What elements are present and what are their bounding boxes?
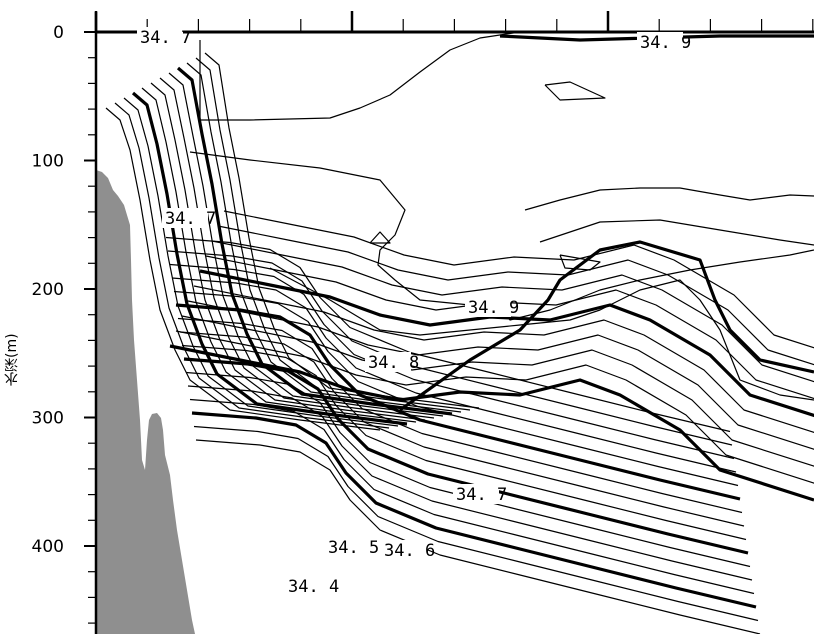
- contour-line: [123, 97, 399, 427]
- contour-label-bg: [285, 576, 331, 596]
- contour-line: [191, 411, 757, 609]
- contour-line: [181, 315, 814, 467]
- y-tick-label: 100: [32, 152, 64, 172]
- contour-line: [187, 385, 753, 581]
- contour-line: [189, 398, 755, 595]
- y-tick-label: 400: [32, 537, 64, 557]
- contour-line: [131, 91, 408, 426]
- y-axis-label: 水深(m): [4, 333, 20, 387]
- contour-line: [168, 72, 444, 417]
- contour-line: [169, 263, 735, 460]
- contour-label: 34. 7: [140, 28, 191, 48]
- contour-line: [189, 151, 493, 306]
- contour-line: [150, 82, 426, 421]
- contour-line: [159, 77, 435, 419]
- y-tick-label: 0: [53, 23, 64, 43]
- contour-line: [171, 277, 737, 473]
- contour-label: 34. 9: [640, 33, 691, 53]
- contour-line: [185, 371, 751, 568]
- contour-label: 34. 5: [328, 538, 379, 558]
- contour-label-bg: [381, 540, 427, 560]
- contour-line: [539, 219, 814, 246]
- contour-line: [176, 66, 453, 416]
- y-tick-label: 300: [32, 409, 64, 429]
- contour-line: [223, 210, 814, 349]
- contour-line: [199, 32, 521, 121]
- contour-line: [105, 107, 381, 431]
- contour-line: [217, 225, 814, 366]
- contour-line: [369, 231, 391, 244]
- contour-label: 34. 6: [384, 541, 435, 561]
- contour-line: [195, 57, 471, 411]
- contour-label-bg: [365, 352, 411, 372]
- contour-label: 34. 7: [456, 485, 507, 505]
- contour-line: [167, 250, 733, 446]
- contour-label: 34. 8: [368, 353, 419, 373]
- seafloor-terrain: [96, 170, 195, 634]
- contour-line: [544, 81, 606, 101]
- contour-label-bg: [325, 537, 371, 557]
- contour-line: [195, 439, 761, 634]
- contour-line: [165, 236, 731, 433]
- contour-line: [173, 290, 739, 487]
- contour-line: [205, 255, 814, 400]
- contour-label-bg: [637, 32, 683, 52]
- y-tick-label: 200: [32, 280, 64, 300]
- contour-line: [269, 267, 814, 401]
- contour-line: [175, 330, 814, 484]
- contour-label-bg: [465, 297, 511, 317]
- axes: 0 100 200 300 400: [32, 11, 814, 634]
- contour-line: [186, 62, 462, 413]
- contour-line: [181, 344, 747, 541]
- contour-line: [193, 425, 759, 622]
- contour-line: [175, 303, 741, 501]
- contour-labels: 34. 7 34. 9 34. 7 34. 9 34. 8 34. 7 34. 5 34. 6…: [137, 27, 691, 597]
- contour-line: [169, 344, 814, 502]
- contour-line: [399, 240, 814, 412]
- contour-line: [211, 240, 814, 383]
- contour-label: 34. 9: [468, 298, 519, 318]
- contour-line: [559, 254, 601, 271]
- contour-lines: [105, 32, 814, 634]
- contour-label-bg: [453, 484, 499, 504]
- contour-line: [114, 102, 390, 429]
- contour-label: 34. 7: [165, 209, 216, 229]
- contour-label-bg: [137, 27, 183, 47]
- contour-label-bg: [162, 208, 208, 228]
- contour-line: [187, 300, 814, 450]
- contour-label: 34. 4: [288, 577, 339, 597]
- contour-line: [141, 87, 417, 423]
- contour-line: [491, 249, 814, 321]
- contour-line: [183, 357, 749, 555]
- contour-line: [204, 52, 480, 409]
- contour-line: [524, 187, 814, 211]
